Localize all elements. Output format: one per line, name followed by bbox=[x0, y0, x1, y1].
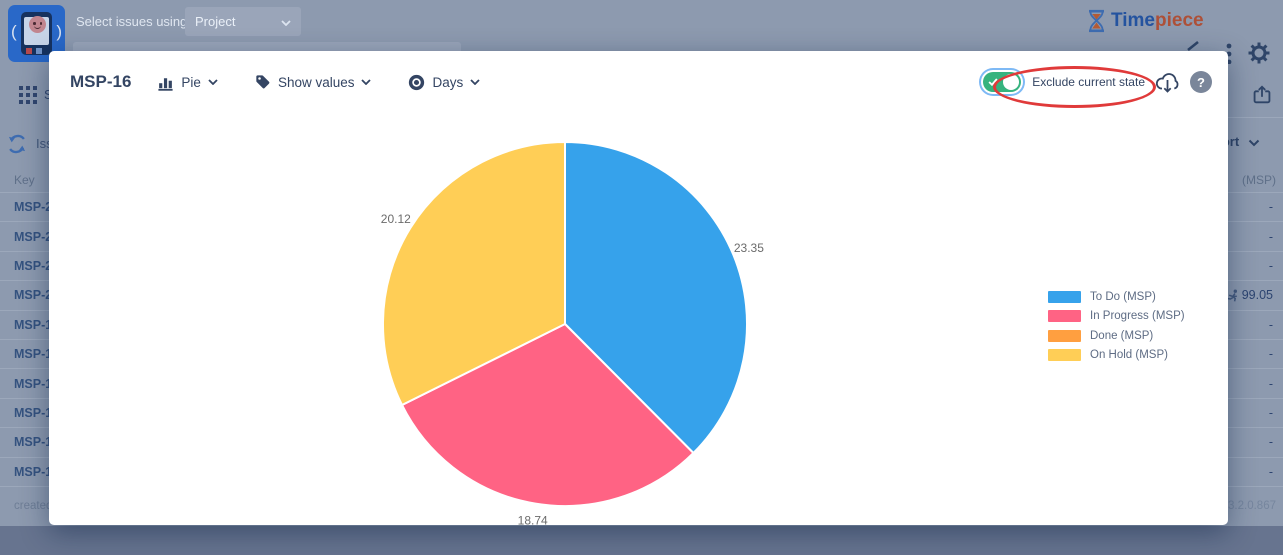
issue-key-link[interactable]: MSP-22 bbox=[14, 229, 60, 244]
version-label: 3.2.0.867 bbox=[1228, 500, 1276, 512]
pie-slice[interactable] bbox=[382, 140, 566, 407]
legend-item[interactable]: In Progress (MSP) bbox=[1048, 307, 1185, 327]
exclude-current-state-toggle[interactable] bbox=[983, 72, 1022, 92]
issue-value-cell: - bbox=[1268, 405, 1273, 420]
issue-key-link[interactable]: MSP-15 bbox=[14, 435, 60, 450]
help-button[interactable]: ? bbox=[1190, 71, 1212, 93]
divider bbox=[1228, 117, 1283, 118]
exclude-current-state-label: Exclude current state bbox=[1032, 75, 1145, 89]
eye-icon bbox=[409, 74, 425, 90]
logo-paren-right: ) bbox=[56, 22, 62, 41]
chevron-down-icon[interactable] bbox=[1248, 139, 1260, 147]
pie-chart: 23.35 18.74 20.12 bbox=[381, 140, 764, 527]
issue-value-cell: - bbox=[1268, 200, 1273, 215]
legend-item[interactable]: On Hold (MSP) bbox=[1048, 346, 1185, 366]
bar-chart-icon bbox=[158, 77, 174, 91]
legend-label: To Do (MSP) bbox=[1090, 290, 1156, 303]
modal-title: MSP-16 bbox=[70, 72, 132, 91]
column-header-msp[interactable]: (MSP) bbox=[1242, 173, 1276, 187]
smiley-face-icon bbox=[29, 16, 46, 33]
issue-value-cell: - bbox=[1268, 464, 1273, 479]
refresh-icon[interactable] bbox=[6, 133, 28, 155]
issue-key-link[interactable]: MSP-16 bbox=[14, 405, 60, 420]
gear-icon[interactable] bbox=[1247, 41, 1271, 65]
column-header-key[interactable]: Key bbox=[14, 173, 35, 187]
issue-value-cell: 99.05 bbox=[1227, 288, 1273, 302]
pie-slice[interactable] bbox=[564, 140, 749, 455]
issues-label: Iss bbox=[36, 136, 53, 151]
logo-paren-left: ( bbox=[11, 22, 17, 41]
chart-legend: To Do (MSP) In Progress (MSP) Done (MSP) On… bbox=[1048, 287, 1185, 365]
issue-key-link[interactable]: MSP-20 bbox=[14, 288, 60, 303]
pie-value-label: 20.12 bbox=[381, 212, 411, 226]
issue-value-cell: - bbox=[1268, 229, 1273, 244]
issue-key-link[interactable]: MSP-21 bbox=[14, 258, 60, 273]
share-icon[interactable] bbox=[1251, 84, 1273, 106]
issue-value-cell: - bbox=[1268, 258, 1273, 273]
pie-value-label: 23.35 bbox=[734, 241, 764, 255]
cloud-download-icon[interactable] bbox=[1154, 70, 1181, 94]
hourglass-icon bbox=[1089, 9, 1104, 33]
apps-grid-icon[interactable] bbox=[19, 86, 38, 105]
issue-key-link[interactable]: MSP-14 bbox=[14, 464, 60, 479]
issue-value-cell: - bbox=[1268, 347, 1273, 362]
chevron-down-icon bbox=[281, 14, 291, 29]
pencil-icon[interactable] bbox=[1186, 40, 1200, 52]
unit-dropdown[interactable]: Days bbox=[408, 74, 480, 91]
pie-value-label: 18.74 bbox=[518, 513, 548, 527]
chevron-down-icon bbox=[470, 79, 480, 85]
footer-bar bbox=[0, 526, 1283, 555]
timepiece-logo: Timepiece bbox=[1086, 9, 1204, 33]
issue-value-cell: - bbox=[1268, 435, 1273, 450]
issue-key-link[interactable]: MSP-17 bbox=[14, 376, 60, 391]
legend-swatch bbox=[1048, 290, 1081, 303]
legend-item[interactable]: To Do (MSP) bbox=[1048, 287, 1185, 307]
select-issues-label: Select issues using bbox=[76, 14, 188, 29]
issue-key-link[interactable]: MSP-23 bbox=[14, 200, 60, 215]
project-dropdown[interactable]: Project bbox=[185, 7, 301, 36]
issue-value-cell: - bbox=[1268, 376, 1273, 391]
legend-item[interactable]: Done (MSP) bbox=[1048, 326, 1185, 346]
issue-key-link[interactable]: MSP-19 bbox=[14, 317, 60, 332]
modal-header: MSP-16 Pie Show values bbox=[49, 51, 1228, 113]
legend-swatch bbox=[1048, 329, 1081, 342]
legend-label: Done (MSP) bbox=[1090, 329, 1154, 342]
issue-value-cell: - bbox=[1268, 317, 1273, 332]
issue-key-link[interactable]: MSP-18 bbox=[14, 347, 60, 362]
legend-label: In Progress (MSP) bbox=[1090, 310, 1185, 323]
legend-label: On Hold (MSP) bbox=[1090, 349, 1168, 362]
legend-swatch bbox=[1048, 349, 1081, 362]
runner-icon bbox=[1227, 289, 1237, 302]
chart-type-dropdown[interactable]: Pie bbox=[157, 74, 218, 91]
app-logo: ( ) bbox=[8, 5, 65, 62]
legend-swatch bbox=[1048, 310, 1081, 323]
chevron-down-icon bbox=[361, 79, 372, 85]
tag-icon bbox=[256, 75, 270, 89]
show-values-dropdown[interactable]: Show values bbox=[255, 74, 372, 90]
phone-icon bbox=[21, 12, 52, 55]
check-icon bbox=[988, 78, 998, 87]
chevron-down-icon bbox=[208, 79, 218, 85]
chart-modal: MSP-16 Pie Show values bbox=[49, 51, 1228, 527]
